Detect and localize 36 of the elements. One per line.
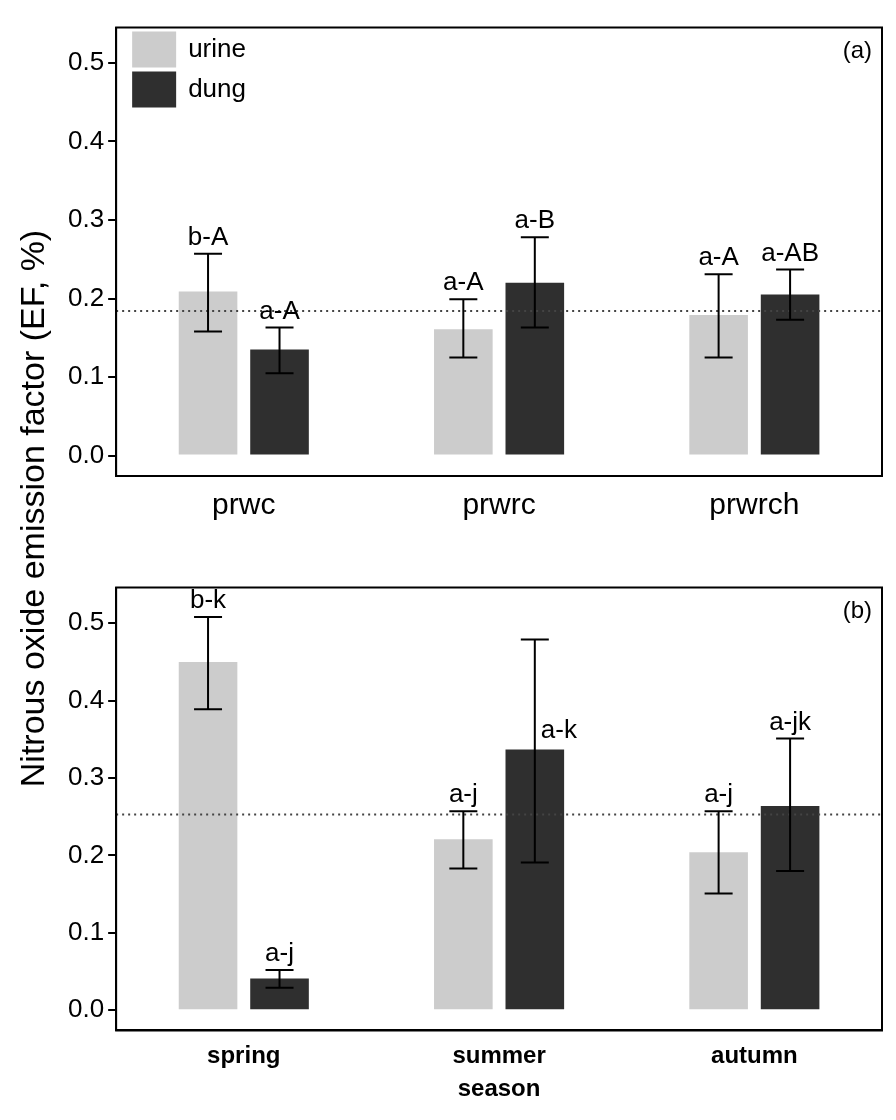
annotation: (b) bbox=[842, 596, 872, 624]
data-label: a-j bbox=[448, 778, 478, 809]
y-tick-label: 0.0 bbox=[67, 993, 105, 1024]
data-label: a-AB bbox=[761, 236, 819, 267]
annotation: (a) bbox=[842, 36, 872, 64]
data-label: a-j bbox=[704, 778, 734, 809]
y-tick-label: 0.2 bbox=[67, 838, 105, 869]
y-tick-label: 0.3 bbox=[67, 761, 105, 792]
x-axis-title: season bbox=[457, 1074, 541, 1102]
x-tick-label: summer bbox=[452, 1041, 546, 1069]
y-tick-label: 0.5 bbox=[67, 606, 105, 637]
legend-label: urine bbox=[188, 32, 246, 63]
data-label: a-k bbox=[540, 713, 578, 744]
y-tick-label: 0.0 bbox=[67, 438, 105, 469]
x-tick-label: autumn bbox=[711, 1041, 798, 1069]
y-tick-label: 0.3 bbox=[67, 203, 105, 234]
y-tick-label: 0.2 bbox=[67, 281, 105, 312]
data-label: a-A bbox=[698, 241, 740, 272]
data-label: b-A bbox=[187, 220, 229, 251]
y-axis-title: Nitrous oxide emission factor (EF, %) bbox=[13, 229, 53, 787]
x-tick-label: prwc bbox=[212, 487, 276, 521]
x-tick-label: spring bbox=[207, 1041, 281, 1069]
data-label: a-A bbox=[259, 294, 301, 325]
data-label: a-B bbox=[514, 204, 556, 235]
data-label: a-j bbox=[265, 937, 294, 968]
y-tick-label: 0.5 bbox=[67, 46, 105, 77]
data-label: a-jk bbox=[769, 705, 813, 736]
x-tick-label: prwrch bbox=[709, 487, 800, 521]
y-tick-label: 0.4 bbox=[67, 124, 105, 155]
legend-label: dung bbox=[188, 72, 246, 103]
x-tick-label: prwrc bbox=[462, 487, 536, 521]
data-label: a-A bbox=[443, 266, 485, 297]
y-tick-label: 0.1 bbox=[67, 916, 105, 947]
y-tick-label: 0.4 bbox=[67, 683, 105, 714]
data-label: b-k bbox=[189, 584, 228, 615]
y-tick-label: 0.1 bbox=[67, 360, 105, 391]
